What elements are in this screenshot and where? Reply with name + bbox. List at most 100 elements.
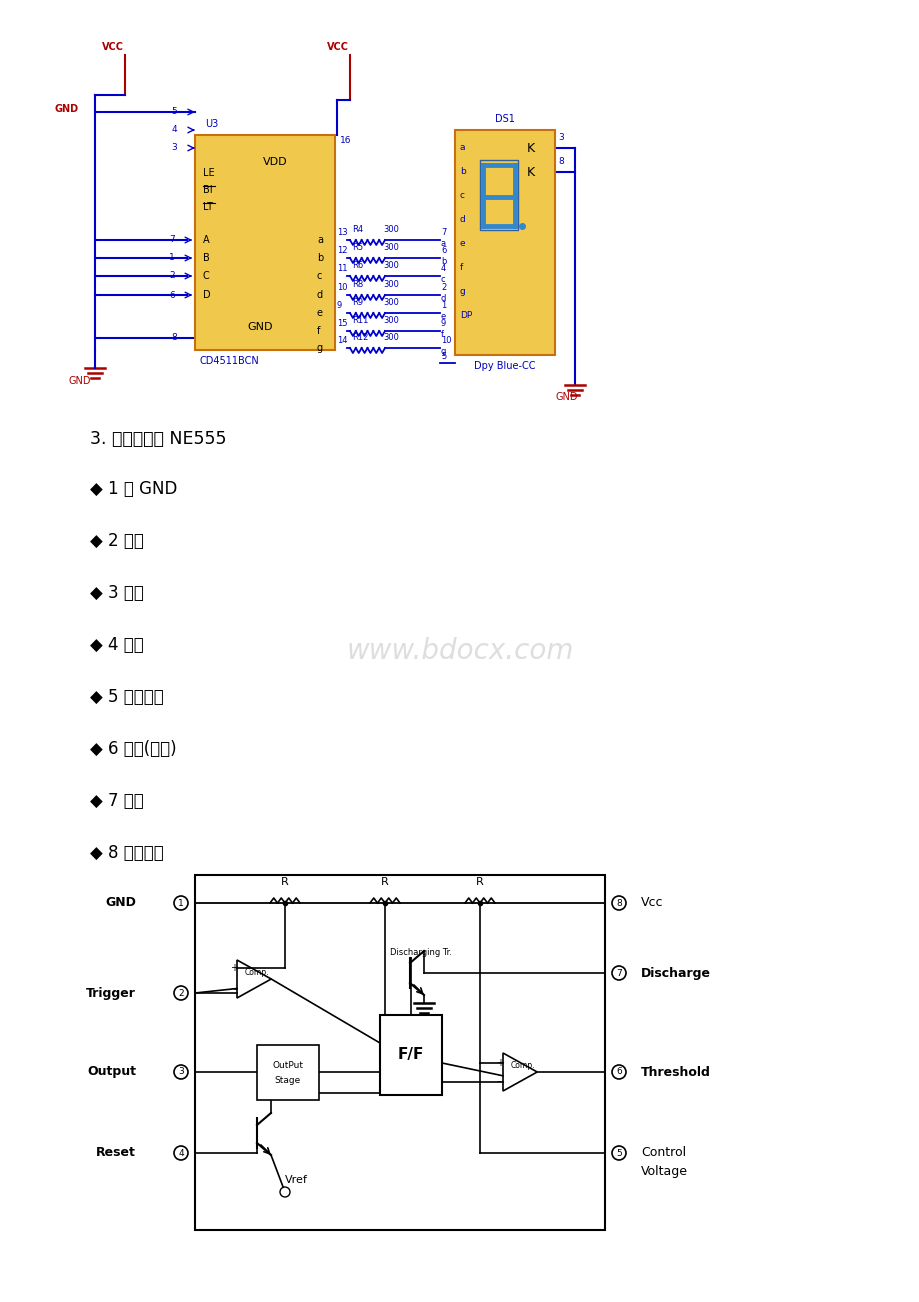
Text: ◆ 5 控制电压: ◆ 5 控制电压 [90, 687, 164, 706]
Text: 13: 13 [336, 228, 347, 237]
Text: 10: 10 [440, 336, 451, 345]
Text: b: b [317, 253, 323, 263]
Circle shape [611, 896, 625, 910]
Text: c: c [440, 275, 445, 284]
Text: 12: 12 [336, 246, 347, 255]
Text: 14: 14 [336, 336, 347, 345]
Text: 4: 4 [440, 264, 446, 273]
Text: 3: 3 [558, 133, 563, 142]
Text: 8: 8 [616, 898, 621, 907]
Bar [195, 135, 335, 350]
Text: Vcc: Vcc [641, 897, 663, 910]
Text: 300: 300 [382, 316, 399, 326]
Text: 6: 6 [440, 246, 446, 255]
Text: ◆ 4 复位: ◆ 4 复位 [90, 635, 143, 654]
Text: 7: 7 [440, 228, 446, 237]
Text: 3: 3 [171, 143, 176, 152]
Text: 9: 9 [336, 301, 342, 310]
Text: Reset: Reset [96, 1147, 136, 1160]
Circle shape [174, 986, 187, 1000]
Text: ◆ 3 输出: ◆ 3 输出 [90, 585, 143, 602]
Text: ◆ 7 放电: ◆ 7 放电 [90, 792, 143, 810]
Text: 5: 5 [440, 352, 446, 361]
Text: B: B [203, 253, 210, 263]
Text: R4: R4 [352, 225, 363, 234]
Text: d: d [317, 290, 323, 299]
Text: K: K [527, 165, 535, 178]
Text: f: f [317, 326, 320, 336]
Text: 3: 3 [178, 1068, 184, 1077]
Text: ◆ 8 电源电压: ◆ 8 电源电压 [90, 844, 164, 862]
Text: C: C [203, 271, 210, 281]
Text: 1: 1 [440, 301, 446, 310]
Text: GND: GND [55, 104, 79, 115]
Text: R: R [476, 878, 483, 887]
Text: b: b [440, 256, 446, 266]
Text: 300: 300 [382, 333, 399, 342]
Text: R: R [380, 878, 389, 887]
Text: Comp.: Comp. [510, 1061, 535, 1070]
Text: R9: R9 [352, 298, 363, 307]
Text: ◆ 6 门限(阙値): ◆ 6 门限(阙値) [90, 740, 176, 758]
Text: ◆ 2 触发: ◆ 2 触发 [90, 533, 143, 549]
Text: R5: R5 [352, 243, 363, 253]
Text: D: D [203, 290, 210, 299]
Text: 4: 4 [178, 1148, 184, 1157]
Text: 4: 4 [171, 125, 176, 134]
Text: R8: R8 [352, 280, 363, 289]
Text: BI: BI [203, 185, 212, 195]
Text: +: + [230, 963, 238, 974]
Text: 3. 单时基芒片 NE555: 3. 单时基芒片 NE555 [90, 430, 226, 448]
Text: 300: 300 [382, 225, 399, 234]
Text: a: a [440, 240, 446, 247]
Circle shape [611, 1146, 625, 1160]
Text: Discharge: Discharge [641, 966, 710, 979]
Circle shape [611, 1065, 625, 1079]
Text: e: e [460, 240, 465, 249]
Text: 2: 2 [440, 283, 446, 292]
Text: Dpy Blue-CC: Dpy Blue-CC [473, 361, 535, 371]
Text: 300: 300 [382, 280, 399, 289]
Text: 300: 300 [382, 260, 399, 270]
Text: 2: 2 [169, 272, 175, 280]
Text: R: R [281, 878, 289, 887]
Text: 6: 6 [616, 1068, 621, 1077]
Text: -: - [495, 1075, 500, 1088]
Circle shape [611, 966, 625, 980]
Text: 16: 16 [340, 135, 351, 145]
Text: f: f [440, 329, 444, 339]
Text: Trigger: Trigger [86, 987, 136, 1000]
Text: 8: 8 [171, 333, 176, 342]
Bar [480, 160, 517, 230]
Text: 2: 2 [178, 988, 184, 997]
Circle shape [174, 1146, 187, 1160]
Text: CD4511BCN: CD4511BCN [199, 355, 259, 366]
Text: g: g [440, 348, 446, 355]
Text: F/F: F/F [397, 1048, 424, 1062]
Text: 10: 10 [336, 283, 347, 292]
Text: g: g [460, 288, 465, 297]
Text: 1: 1 [169, 254, 175, 263]
Text: 8: 8 [558, 158, 563, 165]
Text: e: e [317, 309, 323, 318]
Text: a: a [460, 143, 465, 152]
Bar [195, 875, 605, 1230]
Text: DS1: DS1 [494, 115, 515, 124]
Text: A: A [203, 234, 210, 245]
Text: g: g [317, 342, 323, 353]
Text: VDD: VDD [263, 158, 287, 167]
Text: GND: GND [69, 376, 91, 385]
Text: +: + [495, 1057, 504, 1068]
Text: d: d [440, 294, 446, 303]
Text: d: d [460, 216, 465, 224]
Text: www.bdocx.com: www.bdocx.com [346, 637, 573, 665]
Text: Stage: Stage [275, 1077, 301, 1086]
Text: 9: 9 [440, 319, 446, 328]
Text: R12: R12 [352, 333, 368, 342]
Text: 15: 15 [336, 319, 347, 328]
Bar [380, 1016, 441, 1095]
Text: Discharging Tr.: Discharging Tr. [390, 948, 451, 957]
Text: 11: 11 [336, 264, 347, 273]
Text: R11: R11 [352, 316, 368, 326]
Text: 300: 300 [382, 243, 399, 253]
